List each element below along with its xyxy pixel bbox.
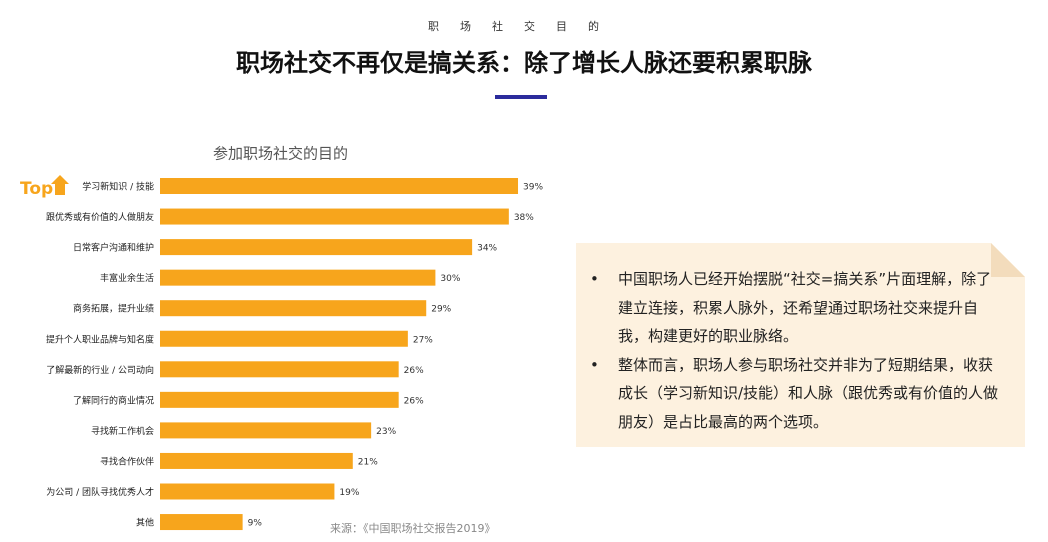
bar (160, 391, 399, 408)
bar (160, 422, 372, 439)
category-label: 跟优秀或有价值的人做朋友 (46, 211, 154, 223)
value-label: 21% (358, 457, 378, 467)
note-text: 整体而言，职场人参与职场社交并非为了短期结果，收获成长（学习新知识/技能）和人脉… (618, 355, 999, 431)
value-label: 30% (440, 274, 460, 284)
value-label: 29% (431, 305, 451, 315)
value-label: 26% (404, 396, 424, 406)
notes-box: • 中国职场人已经开始摆脱“社交=搞关系”片面理解，除了建立连接，积累人脉外，还希… (576, 243, 1025, 447)
kicker: 职场社交目的 (428, 19, 620, 33)
value-label: 39% (523, 183, 543, 193)
bar (160, 483, 335, 500)
note-item: • 整体而言，职场人参与职场社交并非为了短期结果，收获成长（学习新知识/技能）和人… (590, 351, 1005, 437)
chart-title: 参加职场社交的目的 (213, 145, 348, 163)
source: 来源：《中国职场社交报告2019》 (330, 521, 496, 535)
category-label: 学习新知识 / 技能 (82, 181, 154, 193)
category-label: 商务拓展，提升业绩 (73, 303, 154, 315)
bar (160, 178, 519, 194)
value-label: 34% (477, 244, 497, 254)
value-label: 9% (248, 519, 263, 529)
bar (160, 514, 243, 531)
value-label: 26% (404, 366, 424, 376)
top-label: Top (20, 179, 53, 199)
category-label: 寻找合作伙伴 (100, 455, 154, 467)
top-arrow (51, 175, 69, 195)
category-label: 了解同行的商业情况 (73, 394, 154, 406)
title-underline (495, 95, 547, 99)
value-label: 27% (413, 335, 433, 345)
bar (160, 452, 353, 469)
category-label: 了解最新的行业 / 公司动向 (46, 364, 154, 376)
title: 职场社交不再仅是搞关系：除了增长人脉还要积累职脉 (236, 49, 813, 77)
bar (160, 330, 408, 347)
bar (160, 361, 399, 378)
category-label: 丰富业余生活 (100, 272, 154, 284)
bar (160, 239, 473, 256)
value-label: 38% (514, 213, 534, 223)
bar (160, 208, 509, 225)
note-text: 中国职场人已经开始摆脱“社交=搞关系”片面理解，除了建立连接，积累人脉外，还希望… (618, 270, 992, 345)
category-label: 其他 (136, 517, 154, 529)
value-label: 19% (339, 488, 359, 498)
bar (160, 269, 436, 286)
category-label: 寻找新工作机会 (91, 425, 154, 437)
value-label: 23% (376, 427, 396, 437)
category-label: 提升个人职业品牌与知名度 (46, 333, 154, 345)
bar (160, 300, 427, 317)
bullet: • (590, 355, 599, 374)
category-label: 日常客户沟通和维护 (73, 242, 154, 254)
category-label: 为公司 / 团队寻找优秀人才 (46, 486, 154, 498)
bullet: • (590, 270, 599, 288)
note-item: • 中国职场人已经开始摆脱“社交=搞关系”片面理解，除了建立连接，积累人脉外，还希… (590, 265, 1005, 351)
